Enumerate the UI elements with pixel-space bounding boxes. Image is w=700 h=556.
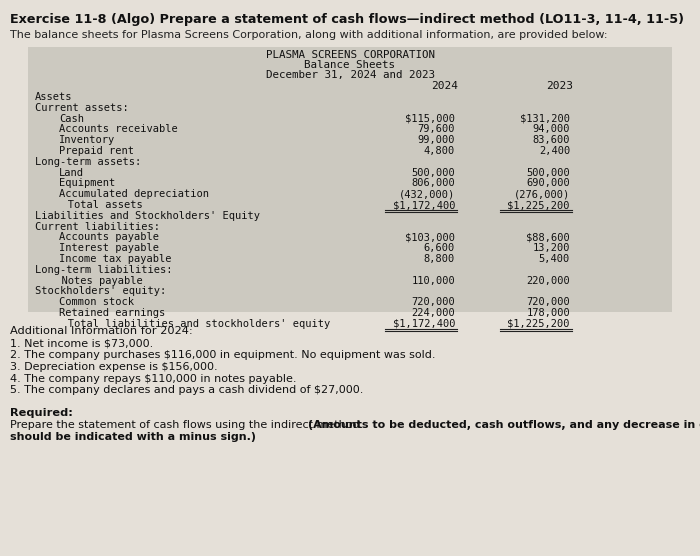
Text: Accounts receivable: Accounts receivable (59, 125, 178, 135)
Text: 224,000: 224,000 (412, 308, 455, 318)
Text: 94,000: 94,000 (533, 125, 570, 135)
Text: 500,000: 500,000 (526, 167, 570, 177)
Text: Accounts payable: Accounts payable (59, 232, 159, 242)
Text: Equipment: Equipment (59, 178, 116, 188)
Text: Land: Land (59, 167, 84, 177)
Text: 4. The company repays $110,000 in notes payable.: 4. The company repays $110,000 in notes … (10, 374, 297, 384)
Text: Interest payable: Interest payable (59, 243, 159, 253)
Text: Long-term liabilities:: Long-term liabilities: (35, 265, 172, 275)
Text: $131,200: $131,200 (520, 113, 570, 123)
Bar (28, 47, 672, 312)
Text: 79,600: 79,600 (417, 125, 455, 135)
Text: (276,000): (276,000) (514, 189, 570, 199)
Text: 5,400: 5,400 (539, 254, 570, 264)
Text: Inventory: Inventory (59, 135, 116, 145)
Text: 178,000: 178,000 (526, 308, 570, 318)
Text: Prepaid rent: Prepaid rent (59, 146, 134, 156)
Text: 720,000: 720,000 (526, 297, 570, 307)
Text: Exercise 11-8 (Algo) Prepare a statement of cash flows—indirect method (LO11-3, : Exercise 11-8 (Algo) Prepare a statement… (10, 13, 684, 26)
Text: Current liabilities:: Current liabilities: (35, 222, 160, 232)
Text: Current assets:: Current assets: (35, 103, 129, 113)
Text: $1,172,400: $1,172,400 (393, 319, 455, 329)
Text: Required:: Required: (10, 409, 73, 419)
Text: 5. The company declares and pays a cash dividend of $27,000.: 5. The company declares and pays a cash … (10, 385, 363, 395)
Text: 2,400: 2,400 (539, 146, 570, 156)
Text: 806,000: 806,000 (412, 178, 455, 188)
Text: PLASMA SCREENS CORPORATION: PLASMA SCREENS CORPORATION (265, 50, 435, 60)
Text: Assets: Assets (35, 92, 73, 102)
Text: Additional Information for 2024:: Additional Information for 2024: (10, 326, 193, 336)
Text: Stockholders' equity:: Stockholders' equity: (35, 286, 167, 296)
Text: $1,172,400: $1,172,400 (393, 200, 455, 210)
Text: Prepare the statement of cash flows using the indirect method.: Prepare the statement of cash flows usin… (10, 420, 367, 430)
Text: 13,200: 13,200 (533, 243, 570, 253)
Text: 83,600: 83,600 (533, 135, 570, 145)
Text: $115,000: $115,000 (405, 113, 455, 123)
Text: 1. Net income is $73,000.: 1. Net income is $73,000. (10, 339, 153, 349)
Text: Accumulated depreciation: Accumulated depreciation (59, 189, 209, 199)
Text: $1,225,200: $1,225,200 (508, 319, 570, 329)
Text: Balance Sheets: Balance Sheets (304, 60, 395, 70)
Text: Total liabilities and stockholders' equity: Total liabilities and stockholders' equi… (49, 319, 330, 329)
Text: 220,000: 220,000 (526, 276, 570, 286)
Text: 2. The company purchases $116,000 in equipment. No equipment was sold.: 2. The company purchases $116,000 in equ… (10, 350, 435, 360)
Text: (432,000): (432,000) (399, 189, 455, 199)
Text: 6,600: 6,600 (424, 243, 455, 253)
Text: (Amounts to be deducted, cash outflows, and any decrease in cash: (Amounts to be deducted, cash outflows, … (308, 420, 700, 430)
Text: 3. Depreciation expense is $156,000.: 3. Depreciation expense is $156,000. (10, 362, 218, 372)
Text: $1,225,200: $1,225,200 (508, 200, 570, 210)
Text: Liabilities and Stockholders' Equity: Liabilities and Stockholders' Equity (35, 211, 260, 221)
Text: 690,000: 690,000 (526, 178, 570, 188)
Text: Long-term assets:: Long-term assets: (35, 157, 141, 167)
Text: 2024: 2024 (431, 81, 458, 91)
Text: 4,800: 4,800 (424, 146, 455, 156)
Text: The balance sheets for Plasma Screens Corporation, along with additional informa: The balance sheets for Plasma Screens Co… (10, 30, 608, 40)
Text: 2023: 2023 (547, 81, 573, 91)
Text: December 31, 2024 and 2023: December 31, 2024 and 2023 (265, 70, 435, 80)
Text: 99,000: 99,000 (417, 135, 455, 145)
Text: Notes payable: Notes payable (49, 276, 143, 286)
Text: Total assets: Total assets (49, 200, 143, 210)
Text: Income tax payable: Income tax payable (59, 254, 172, 264)
Text: 110,000: 110,000 (412, 276, 455, 286)
Text: $88,600: $88,600 (526, 232, 570, 242)
Text: 720,000: 720,000 (412, 297, 455, 307)
Text: 500,000: 500,000 (412, 167, 455, 177)
Text: 8,800: 8,800 (424, 254, 455, 264)
Text: Common stock: Common stock (59, 297, 134, 307)
Text: Retained earnings: Retained earnings (59, 308, 165, 318)
Text: Cash: Cash (59, 113, 84, 123)
Text: $103,000: $103,000 (405, 232, 455, 242)
Text: should be indicated with a minus sign.): should be indicated with a minus sign.) (10, 431, 256, 441)
